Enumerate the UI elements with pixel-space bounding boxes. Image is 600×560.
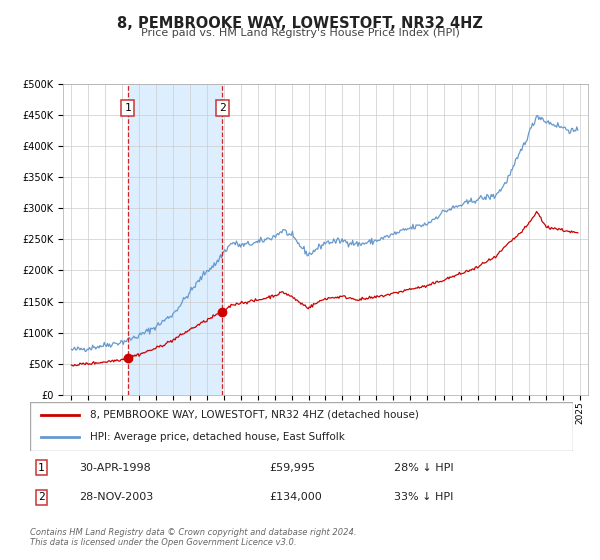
Text: £134,000: £134,000 xyxy=(269,492,322,502)
Text: Contains HM Land Registry data © Crown copyright and database right 2024.
This d: Contains HM Land Registry data © Crown c… xyxy=(30,528,356,547)
Text: 8, PEMBROOKE WAY, LOWESTOFT, NR32 4HZ: 8, PEMBROOKE WAY, LOWESTOFT, NR32 4HZ xyxy=(117,16,483,31)
Text: £59,995: £59,995 xyxy=(269,463,315,473)
Text: 2: 2 xyxy=(38,492,45,502)
Text: 33% ↓ HPI: 33% ↓ HPI xyxy=(394,492,453,502)
FancyBboxPatch shape xyxy=(30,402,573,451)
Text: 28-NOV-2003: 28-NOV-2003 xyxy=(79,492,153,502)
Text: 8, PEMBROOKE WAY, LOWESTOFT, NR32 4HZ (detached house): 8, PEMBROOKE WAY, LOWESTOFT, NR32 4HZ (d… xyxy=(90,410,419,420)
Text: 1: 1 xyxy=(38,463,45,473)
Text: Price paid vs. HM Land Registry's House Price Index (HPI): Price paid vs. HM Land Registry's House … xyxy=(140,28,460,38)
Text: 30-APR-1998: 30-APR-1998 xyxy=(79,463,151,473)
Text: 28% ↓ HPI: 28% ↓ HPI xyxy=(394,463,454,473)
Bar xyxy=(128,84,222,395)
Text: 2: 2 xyxy=(219,102,226,113)
Text: 1: 1 xyxy=(124,102,131,113)
Text: HPI: Average price, detached house, East Suffolk: HPI: Average price, detached house, East… xyxy=(90,432,344,442)
